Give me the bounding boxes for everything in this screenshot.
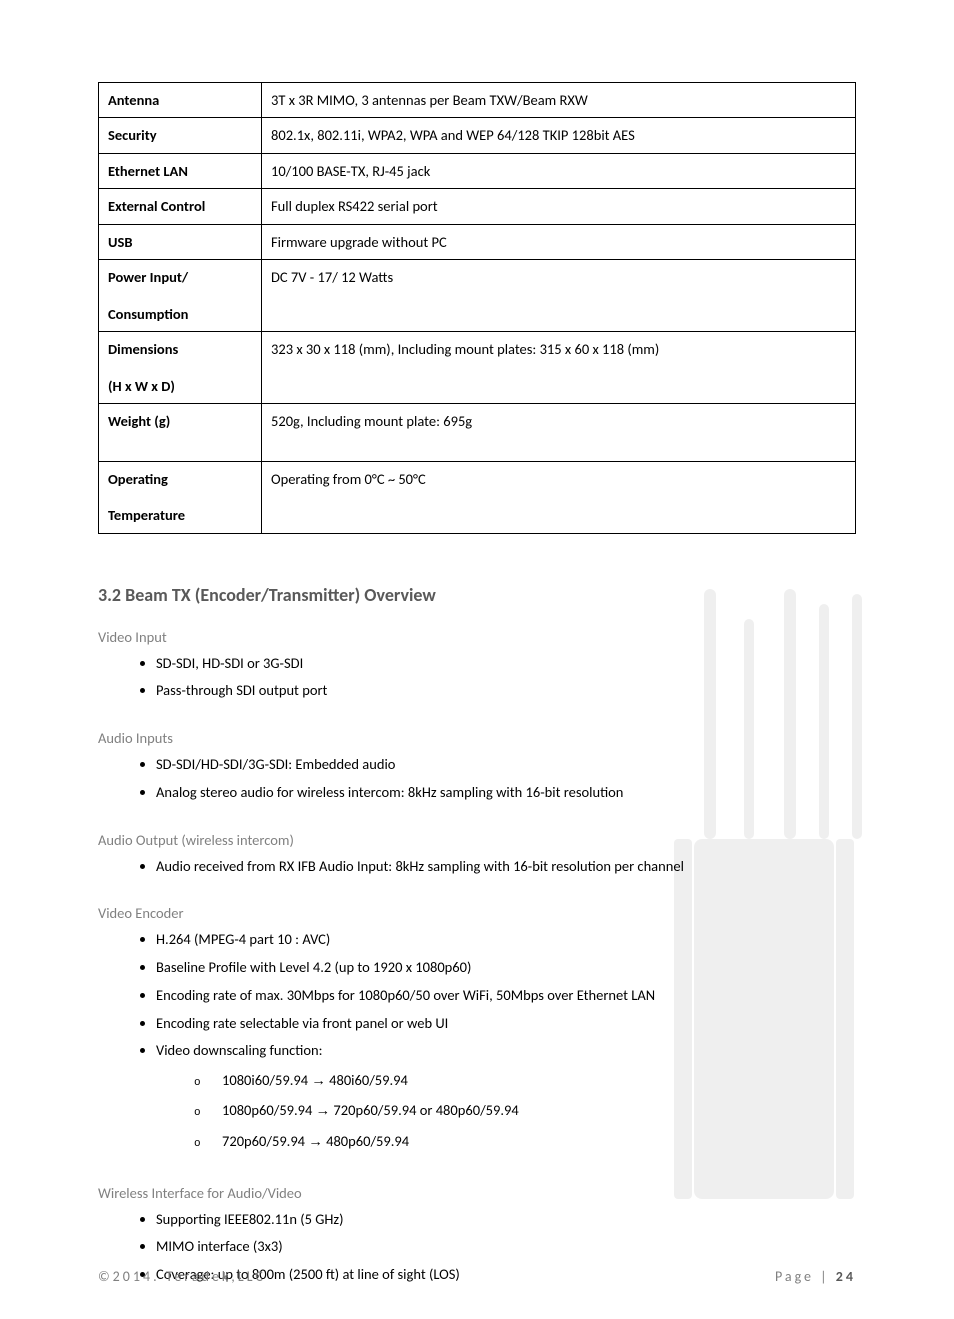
downscale-label: Video downscaling function: <box>156 1041 323 1059</box>
list-item: Pass-through SDI output port <box>156 677 856 705</box>
table-row: Dimensions(H x W x D)323 x 30 x 118 (mm)… <box>99 332 856 404</box>
group-title-video-encoder: Video Encoder <box>98 904 856 922</box>
page-footer: ©2014. Teradek,LLC Page | 24 <box>0 1268 954 1285</box>
list-video-encoder: H.264 (MPEG-4 part 10 : AVC) Baseline Pr… <box>98 926 856 1159</box>
group-title-wireless: Wireless Interface for Audio/Video <box>98 1184 856 1202</box>
list-item: Supporting IEEE802.11n (5 GHz) <box>156 1206 856 1234</box>
spec-key: Antenna <box>99 83 262 118</box>
spec-key: OperatingTemperature <box>99 461 262 533</box>
footer-copyright: ©2014. Teradek,LLC <box>98 1268 266 1285</box>
spec-value: Full duplex RS422 serial port <box>262 189 856 224</box>
table-row: Ethernet LAN10/100 BASE-TX, RJ-45 jack <box>99 153 856 188</box>
sublist-item: 1080i60/59.94 → 480i60/59.94 <box>194 1066 856 1096</box>
list-item: Baseline Profile with Level 4.2 (up to 1… <box>156 954 856 982</box>
list-item: SD-SDI/HD-SDI/3G-SDI: Embedded audio <box>156 751 856 779</box>
list-item: H.264 (MPEG-4 part 10 : AVC) <box>156 926 856 954</box>
spec-key: Security <box>99 118 262 153</box>
sublist-item: 1080p60/59.94 → 720p60/59.94 or 480p60/5… <box>194 1096 856 1126</box>
table-row: Security802.1x, 802.11i, WPA2, WPA and W… <box>99 118 856 153</box>
list-item: MIMO interface (3x3) <box>156 1233 856 1261</box>
spec-value: Operating from 0°C ~ 50°C <box>262 461 856 533</box>
group-title-audio-inputs: Audio Inputs <box>98 729 856 747</box>
table-row: USBFirmware upgrade without PC <box>99 224 856 259</box>
document-page: Antenna3T x 3R MIMO, 3 antennas per Beam… <box>0 0 954 1319</box>
list-item: Encoding rate selectable via front panel… <box>156 1010 856 1038</box>
spec-table: Antenna3T x 3R MIMO, 3 antennas per Beam… <box>98 82 856 534</box>
list-item: SD-SDI, HD-SDI or 3G-SDI <box>156 650 856 678</box>
spec-key: Ethernet LAN <box>99 153 262 188</box>
list-item: Video downscaling function: 1080i60/59.9… <box>156 1037 856 1159</box>
table-row: Antenna3T x 3R MIMO, 3 antennas per Beam… <box>99 83 856 118</box>
spec-key: Weight (g) <box>99 404 262 461</box>
footer-page-label: Page | <box>775 1268 836 1285</box>
sublist-item: 720p60/59.94 → 480p60/59.94 <box>194 1127 856 1157</box>
spec-key: USB <box>99 224 262 259</box>
table-row: External ControlFull duplex RS422 serial… <box>99 189 856 224</box>
list-item: Encoding rate of max. 30Mbps for 1080p60… <box>156 982 856 1010</box>
spec-key: Power Input/Consumption <box>99 260 262 332</box>
spec-value: 3T x 3R MIMO, 3 antennas per Beam TXW/Be… <box>262 83 856 118</box>
spec-value: DC 7V - 17/ 12 Watts <box>262 260 856 332</box>
sublist-downscale: 1080i60/59.94 → 480i60/59.941080p60/59.9… <box>156 1066 856 1157</box>
list-item: Analog stereo audio for wireless interco… <box>156 779 856 807</box>
spec-value: 323 x 30 x 118 (mm), Including mount pla… <box>262 332 856 404</box>
list-video-input: SD-SDI, HD-SDI or 3G-SDI Pass-through SD… <box>98 650 856 706</box>
table-row: OperatingTemperatureOperating from 0°C ~… <box>99 461 856 533</box>
table-row: Weight (g)520g, Including mount plate: 6… <box>99 404 856 461</box>
table-row: Power Input/ConsumptionDC 7V - 17/ 12 Wa… <box>99 260 856 332</box>
spec-value: Firmware upgrade without PC <box>262 224 856 259</box>
footer-page: Page | 24 <box>775 1268 856 1285</box>
list-audio-inputs: SD-SDI/HD-SDI/3G-SDI: Embedded audio Ana… <box>98 751 856 807</box>
spec-value: 520g, Including mount plate: 695g <box>262 404 856 461</box>
spec-value: 10/100 BASE-TX, RJ-45 jack <box>262 153 856 188</box>
spec-key: External Control <box>99 189 262 224</box>
section-heading: 3.2 Beam TX (Encoder/Transmitter) Overvi… <box>98 584 856 606</box>
group-title-video-input: Video Input <box>98 628 856 646</box>
group-title-audio-output: Audio Output (wireless intercom) <box>98 831 856 849</box>
footer-page-number: 24 <box>836 1268 856 1285</box>
list-item: Audio received from RX IFB Audio Input: … <box>156 853 856 881</box>
list-audio-output: Audio received from RX IFB Audio Input: … <box>98 853 856 881</box>
spec-key: Dimensions(H x W x D) <box>99 332 262 404</box>
spec-value: 802.1x, 802.11i, WPA2, WPA and WEP 64/12… <box>262 118 856 153</box>
